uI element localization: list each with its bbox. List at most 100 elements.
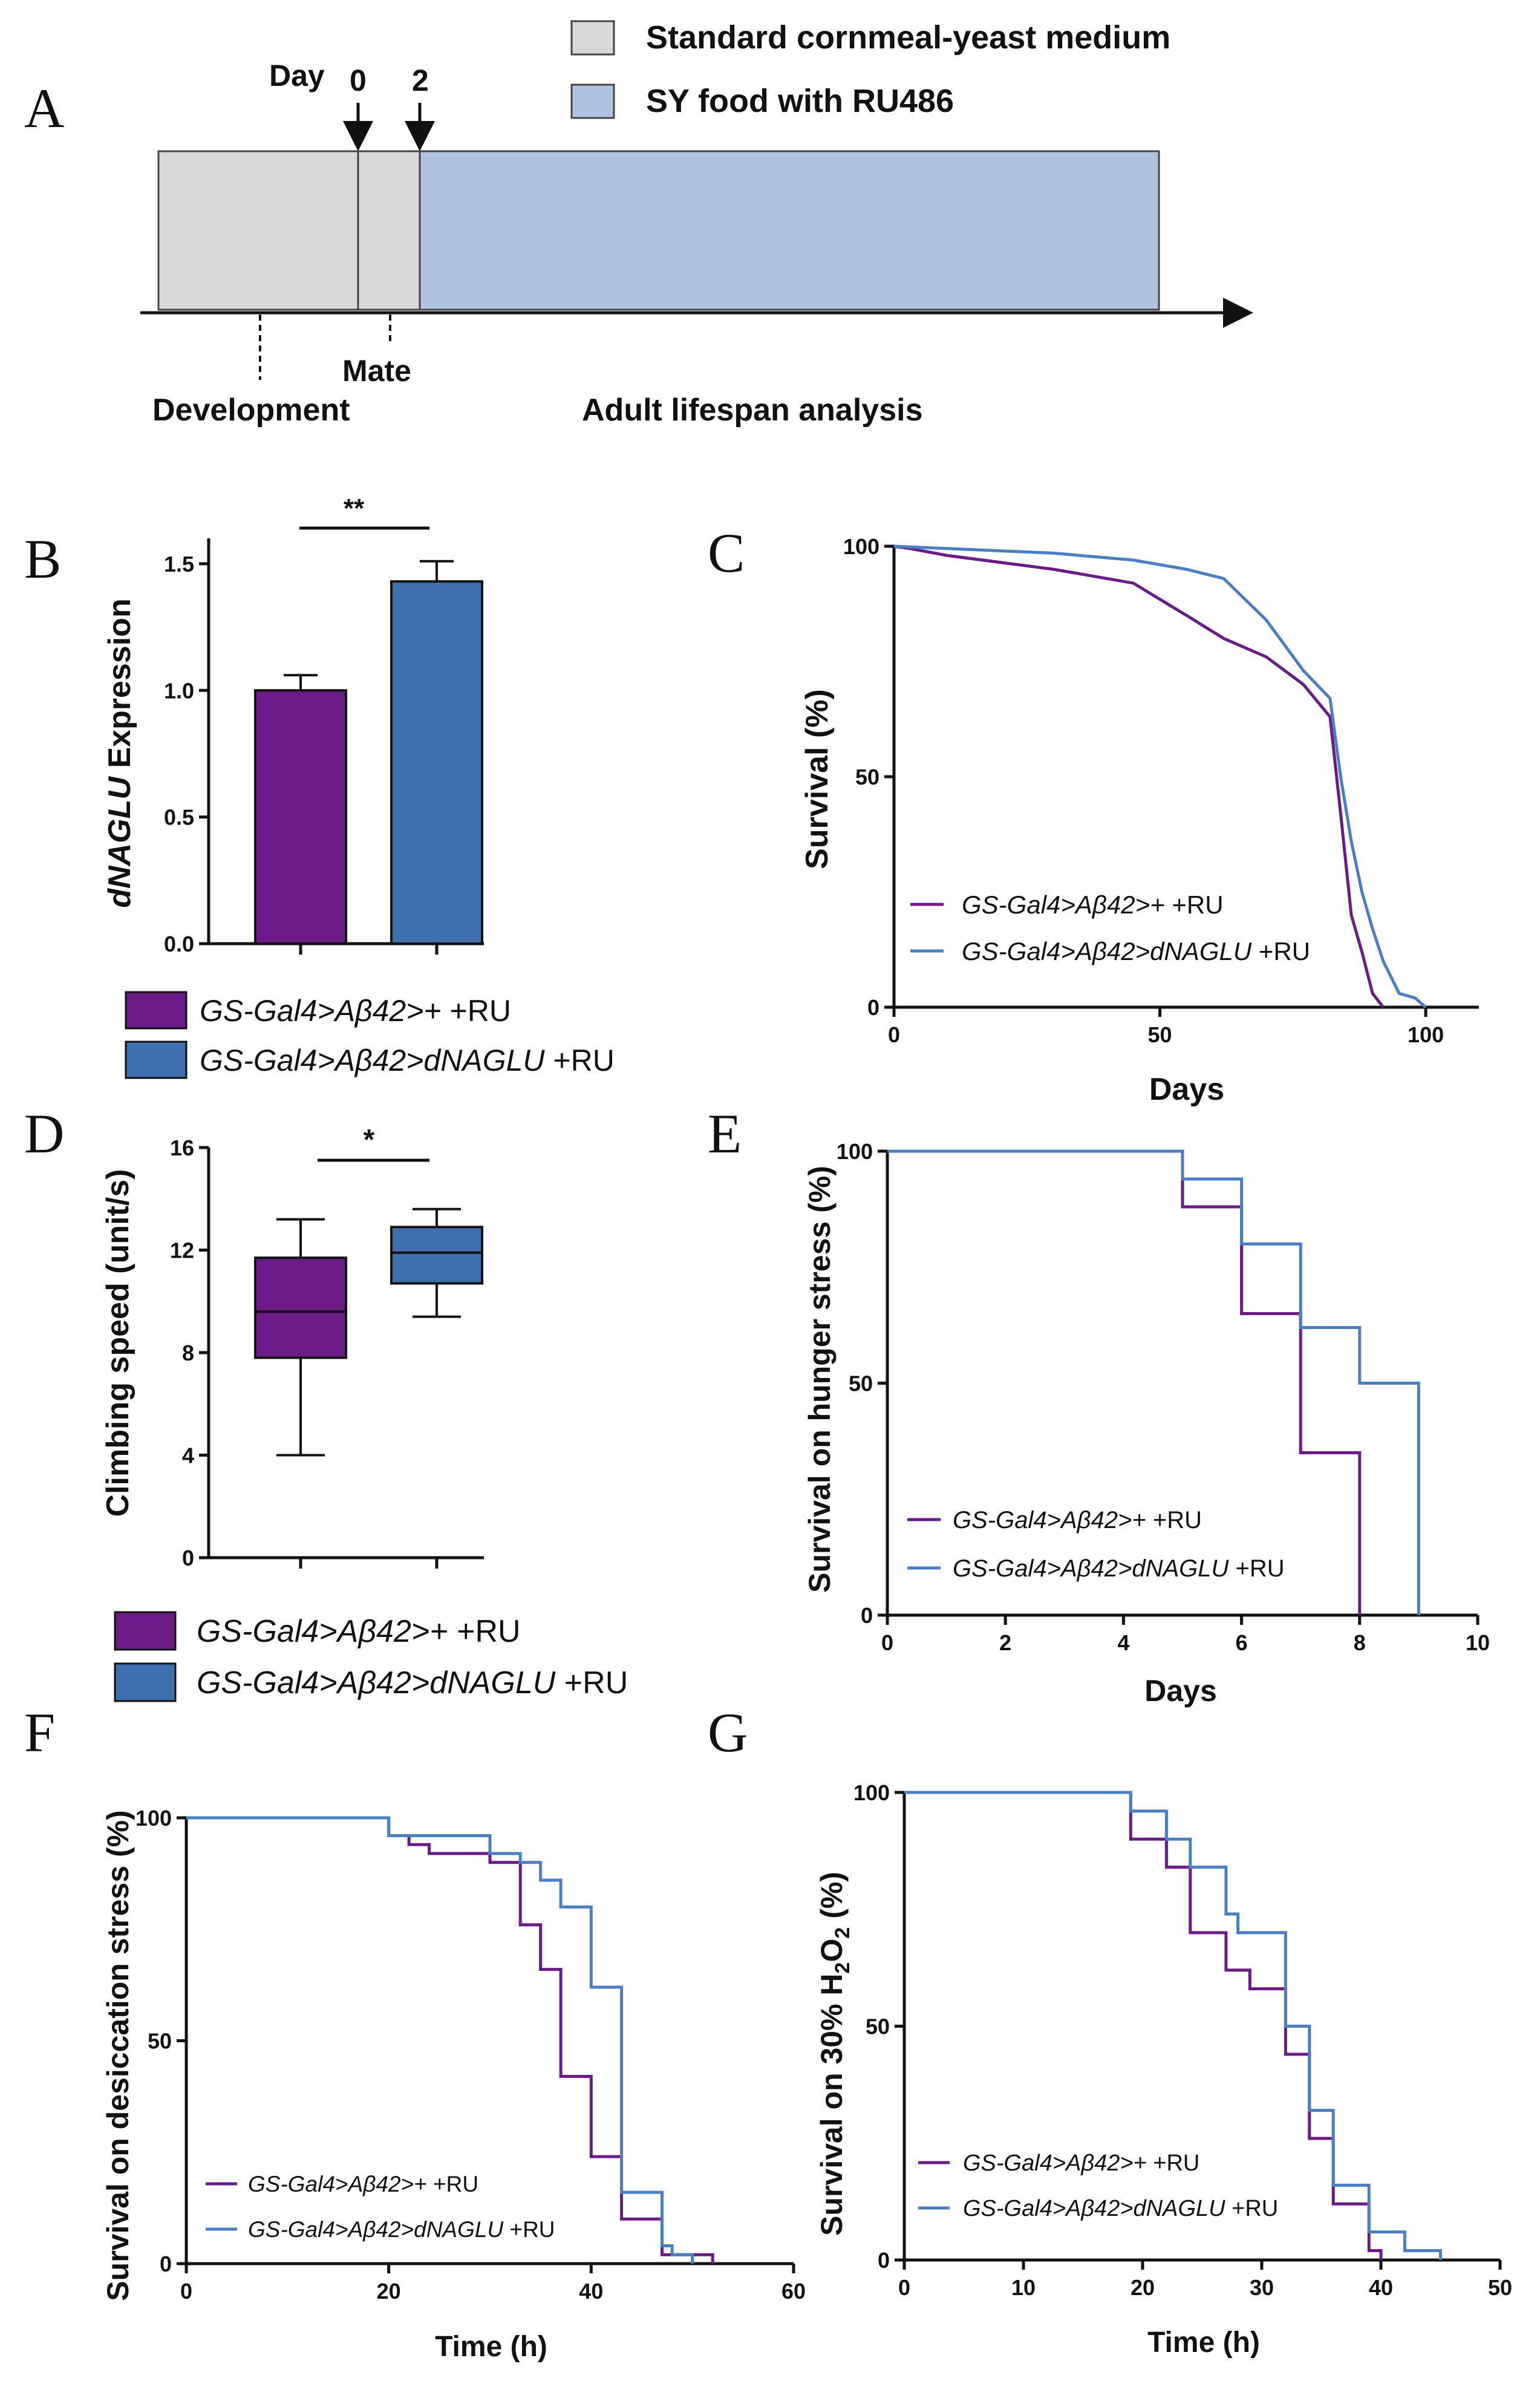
e-legend: GS-Gal4>Aβ42>+ +RU GS-Gal4>Aβ42>dNAGLU +…	[907, 1507, 1285, 1582]
b-y-tick-label: 0.0	[164, 932, 194, 956]
legend-swatch-ru486-food	[570, 83, 615, 119]
g-legend-control: GS-Gal4>Aβ42>+ +RU	[963, 2151, 1199, 2176]
g-x-tick-label: 40	[1369, 2275, 1393, 2300]
f-x-axis-label: Time (h)	[435, 2331, 547, 2363]
g-y-tick-label: 100	[853, 1780, 890, 1805]
b-y-tick-label: 1.5	[164, 552, 194, 576]
f-legend-control: GS-Gal4>Aβ42>+ +RU	[248, 2172, 478, 2196]
f-series-line-control	[186, 1816, 714, 2264]
g-x-tick-label: 0	[898, 2275, 910, 2300]
legend-standard-medium: Standard cornmeal-yeast medium	[646, 19, 1170, 56]
d-legend-swatch-dnaglu	[114, 1662, 177, 1702]
g-y-tick-label: 0	[878, 2248, 890, 2273]
g-y-axis-label: Survival on 30% H2O2 (%)	[815, 1872, 854, 2236]
g-x-tick-label: 10	[1011, 2275, 1036, 2300]
e-x-tick-label: 2	[999, 1630, 1011, 1655]
f-legend: GS-Gal4>Aβ42>+ +RU GS-Gal4>Aβ42>dNAGLU +…	[206, 2172, 555, 2242]
e-series-line-control	[887, 1149, 1362, 1615]
b-bar-dnaglu	[390, 580, 483, 945]
e-x-axis-label: Days	[1144, 1674, 1217, 1708]
d-y-tick-label: 0	[182, 1546, 194, 1570]
c-y-axis-label: Survival (%)	[800, 689, 835, 869]
g-series-line-dnaglu	[904, 1791, 1442, 2260]
panel-label-d: D	[24, 1103, 64, 1164]
g-x-tick-label: 50	[1488, 2275, 1512, 2300]
f-y-tick-label: 100	[135, 1806, 172, 1831]
panel-label-f: F	[24, 1702, 55, 1763]
panel-label-b: B	[24, 528, 61, 590]
panel-c-survival-chart: C Days Survival (%) GS-Gal4>Aβ42>+ +RU G…	[708, 522, 1479, 1107]
e-series-line-dnaglu	[887, 1149, 1420, 1615]
g-legend: GS-Gal4>Aβ42>+ +RU GS-Gal4>Aβ42>dNAGLU +…	[918, 2151, 1278, 2221]
panel-g-h2o2-survival: G Time (h) Survival on 30% H2O2 (%) GS-G…	[708, 1702, 1512, 2359]
panel-f-desiccation-survival: F Time (h) Survival on desiccation stres…	[24, 1702, 806, 2363]
b-bar-control	[254, 689, 347, 945]
d-significance-star: *	[364, 1124, 375, 1156]
c-series-line-dnaglu	[893, 544, 1427, 1008]
legend-swatch-standard-medium	[570, 20, 615, 56]
f-x-tick-label: 0	[180, 2279, 192, 2304]
b-legend-dnaglu: GS-Gal4>Aβ42>dNAGLU +RU	[200, 1044, 615, 1077]
mate-label: Mate	[342, 354, 411, 388]
d-box-dnaglu	[390, 1226, 483, 1285]
d-y-tick-label: 8	[182, 1341, 194, 1365]
c-x-axis-label: Days	[1149, 1072, 1224, 1107]
f-x-tick-label: 60	[781, 2279, 806, 2304]
b-legend: GS-Gal4>Aβ42>+ +RU GS-Gal4>Aβ42>dNAGLU +…	[125, 991, 615, 1079]
d-y-tick-label: 12	[170, 1238, 194, 1263]
e-x-tick-label: 10	[1466, 1630, 1490, 1655]
d-legend-control: GS-Gal4>Aβ42>+ +RU	[197, 1614, 521, 1649]
c-x-tick-label: 50	[1148, 1022, 1172, 1047]
c-y-tick-label: 0	[867, 995, 879, 1020]
panel-e-hunger-survival: E Days Survival on hunger stress (%) GS-…	[708, 1103, 1490, 1708]
c-x-tick-label: 100	[1408, 1022, 1444, 1047]
e-x-tick-label: 0	[881, 1630, 893, 1655]
g-y-tick-label: 50	[866, 2014, 890, 2039]
c-legend-control: GS-Gal4>Aβ42>+ +RU	[962, 890, 1224, 919]
f-y-tick-label: 50	[148, 2029, 172, 2054]
e-y-tick-label: 0	[861, 1603, 873, 1628]
c-legend: GS-Gal4>Aβ42>+ +RU GS-Gal4>Aβ42>dNAGLU +…	[910, 890, 1310, 965]
legend-ru486-food: SY food with RU486	[646, 83, 954, 119]
g-x-axis-label: Time (h)	[1147, 2327, 1260, 2359]
f-legend-dnaglu: GS-Gal4>Aβ42>dNAGLU +RU	[248, 2217, 555, 2242]
b-y-tick-label: 1.0	[164, 678, 194, 703]
e-y-tick-label: 50	[849, 1371, 873, 1396]
b-y-tick-label: 0.5	[164, 805, 194, 830]
panel-label-a: A	[24, 77, 64, 139]
g-series-line-control	[904, 1791, 1383, 2260]
f-series-line-dnaglu	[186, 1816, 694, 2264]
b-legend-control: GS-Gal4>Aβ42>+ +RU	[200, 994, 511, 1028]
e-legend-dnaglu: GS-Gal4>Aβ42>dNAGLU +RU	[953, 1555, 1285, 1582]
g-legend-dnaglu: GS-Gal4>Aβ42>dNAGLU +RU	[963, 2196, 1278, 2221]
g-x-tick-label: 20	[1131, 2275, 1155, 2300]
panel-label-e: E	[708, 1103, 742, 1164]
d-y-tick-label: 16	[170, 1135, 194, 1160]
development-label: Development	[152, 393, 350, 428]
g-x-tick-label: 30	[1250, 2275, 1274, 2300]
c-x-tick-label: 0	[888, 1022, 900, 1047]
b-y-axis-label: dNAGLU Expression	[102, 598, 137, 907]
b-significance-stars: **	[344, 494, 365, 523]
panel-b-bar-chart: B dNAGLU Expression ** GS-Gal4>Aβ42>+ +R…	[24, 494, 615, 1079]
f-x-tick-label: 20	[377, 2279, 401, 2304]
adult-lifespan-label: Adult lifespan analysis	[582, 393, 923, 428]
e-y-tick-label: 100	[837, 1139, 873, 1164]
panel-a-schematic: A Standard cornmeal-yeast medium SY food…	[24, 19, 1253, 428]
e-legend-control: GS-Gal4>Aβ42>+ +RU	[953, 1507, 1202, 1533]
day2-label: 2	[412, 64, 429, 97]
c-y-tick-label: 50	[855, 765, 879, 789]
development-medium-block	[157, 150, 421, 311]
e-y-axis-label: Survival on hunger stress (%)	[803, 1166, 837, 1593]
b-legend-swatch-control	[125, 991, 188, 1030]
c-series-line-control	[893, 544, 1385, 1008]
f-y-axis-label: Survival on desiccation stress (%)	[101, 1810, 135, 2301]
day-label: Day	[269, 59, 325, 93]
day0-label: 0	[350, 64, 367, 97]
d-legend-swatch-control	[114, 1611, 177, 1651]
d-legend: GS-Gal4>Aβ42>+ +RU GS-Gal4>Aβ42>dNAGLU +…	[114, 1611, 628, 1702]
c-legend-dnaglu: GS-Gal4>Aβ42>dNAGLU +RU	[962, 937, 1310, 965]
c-y-tick-label: 100	[843, 534, 879, 559]
